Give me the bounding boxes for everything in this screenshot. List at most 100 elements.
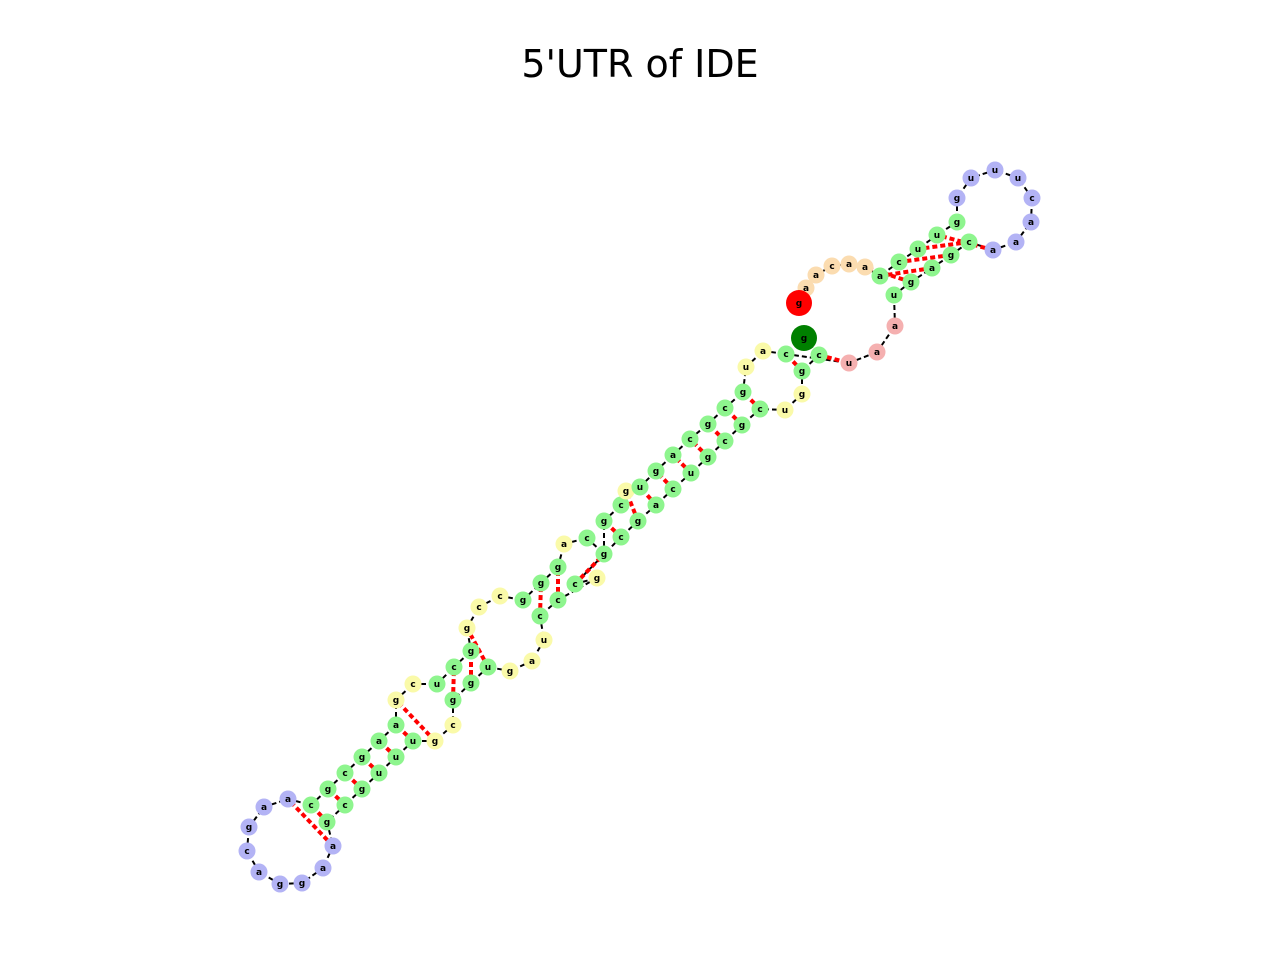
nucleotide-marker [445, 658, 463, 676]
nucleotide-label: c [342, 801, 347, 811]
nucleotide-marker [595, 545, 613, 563]
nucleotide: c [777, 345, 795, 363]
nucleotide-marker [923, 259, 941, 277]
nucleotide: c [238, 842, 256, 860]
nucleotide: u [428, 675, 446, 693]
nucleotide-marker [647, 462, 665, 480]
nucleotide: g [462, 674, 480, 692]
nucleotide-marker [682, 464, 700, 482]
nucleotide: u [387, 748, 405, 766]
nucleotide-marker [617, 482, 635, 500]
nucleotide-label: a [393, 721, 399, 731]
nucleotide-marker [462, 642, 480, 660]
nucleotide: g [793, 385, 811, 403]
nucleotide: g [293, 874, 311, 892]
nucleotide-label: g [520, 596, 526, 606]
nucleotide-marker [909, 240, 927, 258]
nucleotide-label: g [432, 737, 438, 747]
nucleotide-label: g [799, 367, 805, 377]
nucleotide: c [336, 796, 354, 814]
nucleotide-marker [699, 415, 717, 433]
nucleotide-label: c [618, 533, 623, 543]
nucleotide-marker [279, 790, 297, 808]
nucleotide: u [479, 658, 497, 676]
nucleotide-label: g [796, 299, 802, 309]
nucleotide-label: u [968, 174, 974, 184]
nucleotide-label: g [705, 453, 711, 463]
nucleotide-marker [404, 732, 422, 750]
nucleotide: a [923, 259, 941, 277]
nucleotide-marker [840, 255, 858, 273]
nucleotide-marker [793, 385, 811, 403]
nucleotide-label: g [739, 421, 745, 431]
nucleotide-label: g [740, 388, 746, 398]
nucleotide-label: u [1015, 174, 1021, 184]
nucleotide: c [612, 496, 630, 514]
nucleotide-label: a [1013, 238, 1019, 248]
nucleotide-label: g [468, 647, 474, 657]
nucleotide: u [1009, 169, 1027, 187]
nucleotide-marker [823, 257, 841, 275]
nucleotide-label: c [308, 801, 313, 811]
nucleotide: g [501, 662, 519, 680]
nucleotide-label: g [555, 563, 561, 573]
base-pair-bond [898, 253, 952, 264]
nucleotide-label: c [410, 680, 415, 690]
nucleotide-label: a [813, 271, 819, 281]
nucleotide-marker [470, 598, 488, 616]
chart-title: 5'UTR of IDE [521, 42, 759, 86]
nucleotide-label: c [555, 596, 560, 606]
nucleotide-label: c [1029, 194, 1034, 204]
nucleotide-label: a [990, 246, 996, 256]
nucleotide: a [664, 446, 682, 464]
nucleotide: a [1022, 213, 1040, 231]
nucleotide: c [444, 716, 462, 734]
nucleotide-label: g [653, 467, 659, 477]
nucleotide-marker [885, 286, 903, 304]
nucleotide-label: g [948, 251, 954, 261]
nucleotide: u [909, 240, 927, 258]
nucleotide-label: a [285, 795, 291, 805]
nucleotide-marker [716, 432, 734, 450]
nucleotide-marker [595, 512, 613, 530]
nucleotide-marker [986, 161, 1004, 179]
nucleotide-marker [479, 658, 497, 676]
nucleotide-marker [962, 169, 980, 187]
nucleotide-label: g [594, 574, 600, 584]
nucleotide-marker [902, 273, 920, 291]
nucleotide: g [942, 246, 960, 264]
nucleotide-marker [681, 430, 699, 448]
nucleotide: g [271, 875, 289, 893]
nucleotide-label: a [877, 272, 883, 282]
nucleotide: u [962, 169, 980, 187]
nucleotide-marker [810, 346, 828, 364]
nucleotide-marker [293, 874, 311, 892]
nucleotide: c [404, 675, 422, 693]
nucleotide-marker [238, 842, 256, 860]
nucleotide: a [1007, 233, 1025, 251]
nucleotide-label: u [743, 363, 749, 373]
nucleotide-label: c [757, 405, 762, 415]
nucleotide: c [1023, 189, 1041, 207]
nucleotide-label: g [324, 818, 330, 828]
nucleotide-label: g [277, 880, 283, 890]
nucleotide-marker [531, 607, 549, 625]
nucleotide: g [532, 574, 550, 592]
nucleotide: u [404, 732, 422, 750]
nucleotide-label: g [601, 517, 607, 527]
nucleotide-marker [793, 362, 811, 380]
nucleotide: a [314, 859, 332, 877]
nucleotide: a [647, 496, 665, 514]
nucleotide-marker [318, 813, 336, 831]
nucleotide-marker [302, 796, 320, 814]
nucleotide-label: g [246, 823, 252, 833]
nucleotide-marker [501, 662, 519, 680]
nucleotide: a [370, 732, 388, 750]
nucleotide-label: g [635, 517, 641, 527]
nucleotide: a [871, 267, 889, 285]
nucleotide-marker [444, 716, 462, 734]
nucleotide: c [566, 575, 584, 593]
nucleotide-label: u [410, 737, 416, 747]
nucleotide-marker [631, 478, 649, 496]
